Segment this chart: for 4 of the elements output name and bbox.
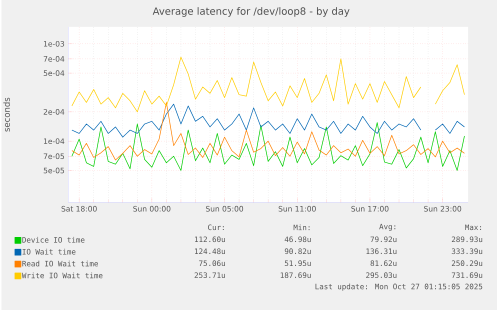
y-axis-title: seconds: [3, 98, 10, 132]
line-series: [72, 102, 465, 160]
line-series: [72, 122, 465, 171]
chart-title: Average latency for /dev/loop8 - by day: [152, 7, 350, 17]
